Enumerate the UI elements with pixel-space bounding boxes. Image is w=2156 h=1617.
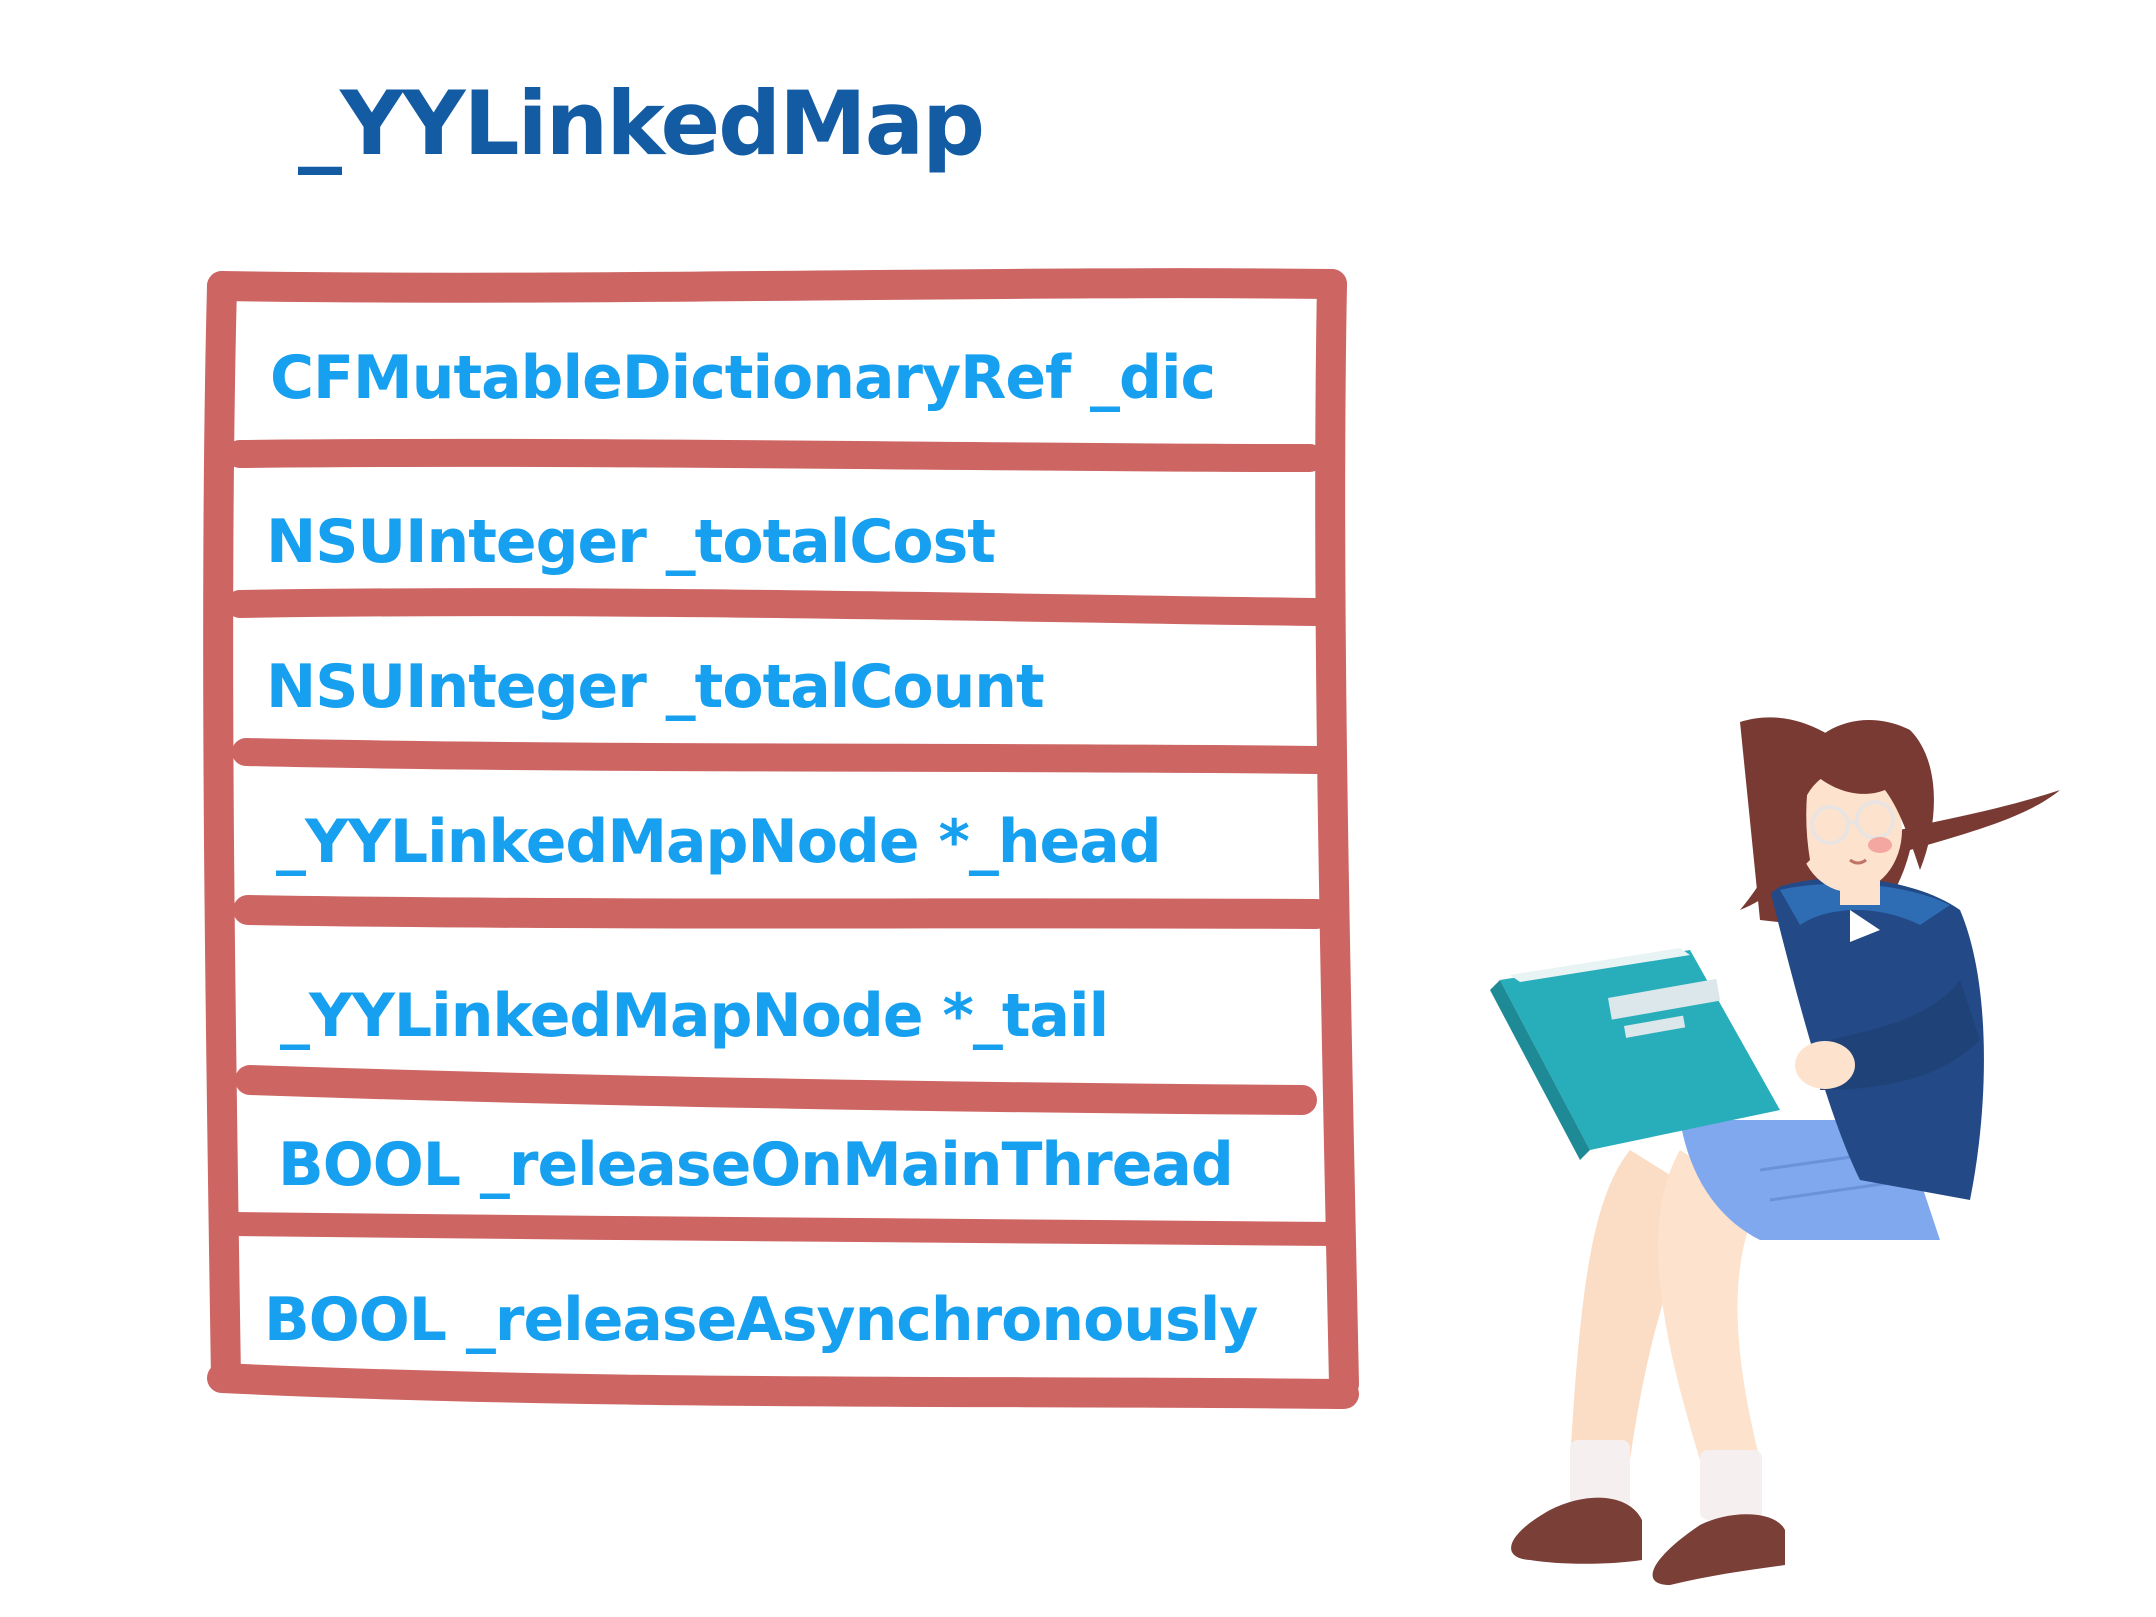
field-dic: CFMutableDictionaryRef _dic	[270, 343, 1215, 413]
table-border-left	[203, 271, 241, 1393]
row-divider	[220, 1212, 1346, 1246]
row-divider	[226, 588, 1330, 626]
field-release-on-main-thread: BOOL _releaseOnMainThread	[278, 1130, 1233, 1200]
field-head: _YYLinkedMapNode *_head	[276, 807, 1161, 877]
table-border-bottom	[207, 1363, 1359, 1409]
row-divider	[235, 1065, 1317, 1115]
row-divider	[233, 895, 1331, 929]
table-border-top	[207, 268, 1347, 303]
field-tail: _YYLinkedMapNode *_tail	[280, 981, 1108, 1051]
field-total-count: NSUInteger _totalCount	[266, 652, 1044, 722]
diagram-title: _YYLinkedMap	[298, 72, 985, 175]
field-total-cost: NSUInteger _totalCost	[266, 507, 995, 577]
field-release-asynchronously: BOOL _releaseAsynchronously	[264, 1285, 1258, 1355]
row-divider	[232, 738, 1330, 774]
row-divider	[226, 438, 1324, 472]
girl-reading-book-illustration	[1490, 717, 2060, 1585]
table-border-right	[1315, 269, 1359, 1399]
